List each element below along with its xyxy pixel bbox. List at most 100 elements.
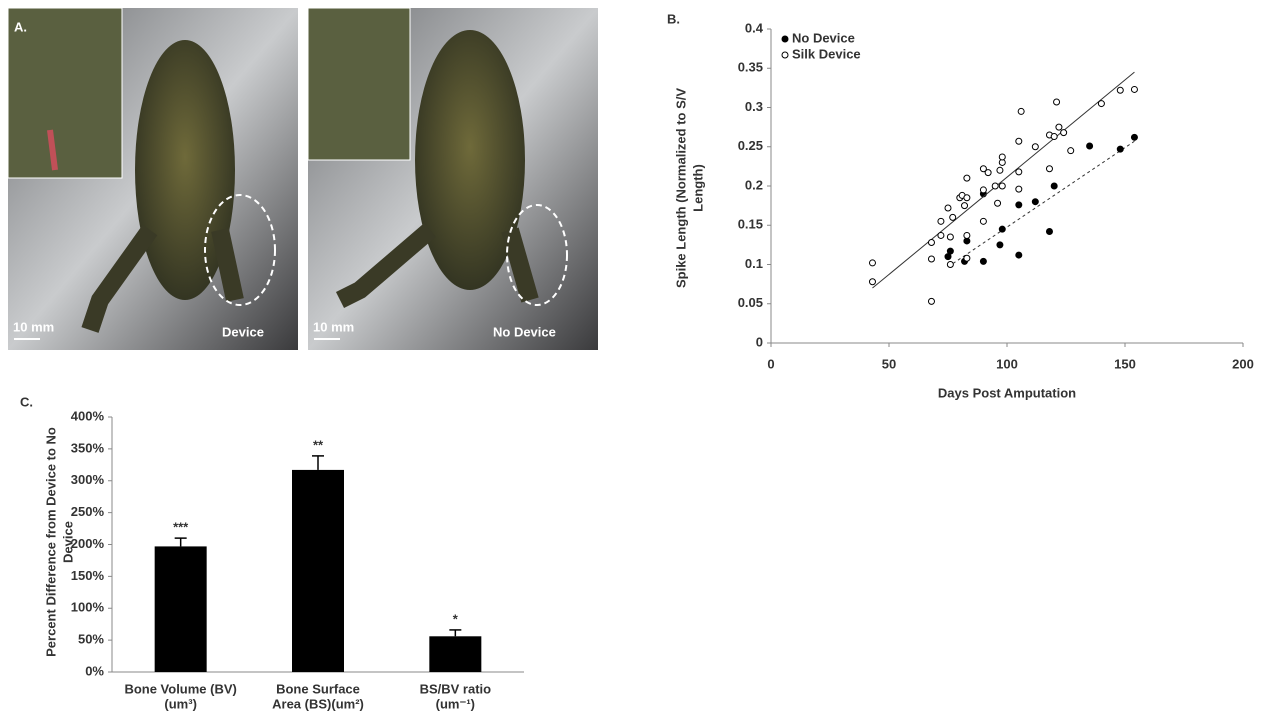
bar [429, 636, 481, 672]
x-tick-label: BS/BV ratio [420, 681, 492, 696]
point [1016, 252, 1022, 258]
point [869, 279, 875, 285]
y-tick-label: 0.35 [738, 60, 763, 75]
point [947, 234, 953, 240]
point [1098, 101, 1104, 107]
point [1016, 169, 1022, 175]
point [964, 255, 970, 261]
x-tick-label: 150 [1114, 356, 1136, 371]
scale-label: 10 mm [313, 319, 354, 334]
point [928, 256, 934, 262]
y-tick-label: 350% [71, 440, 105, 455]
y-tick-label: 300% [71, 472, 105, 487]
significance: *** [173, 520, 189, 535]
y-tick-label: 0.25 [738, 138, 763, 153]
point [945, 205, 951, 211]
point [1046, 229, 1052, 235]
y-tick-label: 0.15 [738, 217, 763, 232]
point [985, 170, 991, 176]
point [1068, 148, 1074, 154]
significance: ** [313, 437, 324, 452]
point [999, 183, 1005, 189]
trendline [872, 72, 1134, 288]
panel-label: C. [20, 394, 33, 409]
point [964, 175, 970, 181]
y-tick-label: 0.1 [745, 256, 763, 271]
bar [155, 546, 207, 672]
point [999, 154, 1005, 160]
point [962, 203, 968, 209]
photo-label: Device [222, 324, 264, 339]
point [997, 242, 1003, 248]
point [964, 232, 970, 238]
point [1016, 138, 1022, 144]
point [928, 240, 934, 246]
x-tick-label: 0 [767, 356, 774, 371]
point [869, 260, 875, 266]
legend-marker [782, 36, 788, 42]
point [1016, 186, 1022, 192]
point [999, 226, 1005, 232]
legend-label: Silk Device [792, 46, 861, 61]
y-axis-title: Percent Difference from Device to No [43, 427, 58, 657]
y-tick-label: 200% [71, 536, 105, 551]
significance: * [453, 611, 459, 626]
bar [292, 470, 344, 672]
point [1117, 87, 1123, 93]
legend-label: No Device [792, 30, 855, 45]
point [1018, 108, 1024, 114]
y-tick-label: 0 [756, 334, 763, 349]
point [1032, 144, 1038, 150]
x-tick-label: Bone Volume (BV) [124, 681, 236, 696]
point [992, 183, 998, 189]
panel-label: B. [667, 11, 680, 26]
y-axis-title: Device [60, 521, 75, 563]
point [938, 232, 944, 238]
x-tick-label: Bone Surface [276, 681, 360, 696]
photo-panel: A. 10 mm Device 10 mm No Device [8, 8, 598, 350]
x-tick-label: 100 [996, 356, 1018, 371]
y-tick-label: 100% [71, 600, 105, 615]
y-axis-title: Length) [690, 164, 705, 212]
point [1056, 124, 1062, 130]
point [1016, 202, 1022, 208]
point [980, 187, 986, 193]
point [1117, 146, 1123, 152]
y-tick-label: 0.3 [745, 99, 763, 114]
point [980, 218, 986, 224]
x-tick-label: Area (BS)(um²) [272, 696, 364, 711]
photo-label: No Device [493, 324, 556, 339]
point [1131, 134, 1137, 140]
y-tick-label: 50% [78, 632, 104, 647]
point [1046, 166, 1052, 172]
point [1061, 130, 1067, 136]
point [964, 195, 970, 201]
figure: A. 10 mm Device 10 mm No Device B. 0 0.05 0… [0, 0, 1274, 713]
legend-marker [782, 52, 788, 58]
panel-label: A. [14, 19, 27, 34]
y-tick-label: 0.05 [738, 295, 763, 310]
point [947, 262, 953, 268]
point [928, 298, 934, 304]
inset [308, 8, 410, 160]
scale-label: 10 mm [13, 319, 54, 334]
point [950, 214, 956, 220]
x-tick-label: 200 [1232, 356, 1254, 371]
y-tick-label: 0% [85, 663, 104, 678]
point [1054, 99, 1060, 105]
point [1131, 86, 1137, 92]
x-axis-title: Days Post Amputation [938, 385, 1076, 400]
point [997, 167, 1003, 173]
y-tick-label: 150% [71, 568, 105, 583]
x-tick-label: 50 [882, 356, 896, 371]
point [1032, 199, 1038, 205]
y-tick-label: 0.2 [745, 177, 763, 192]
point [1051, 183, 1057, 189]
trendline [948, 141, 1134, 267]
y-tick-label: 400% [71, 408, 105, 423]
point [980, 258, 986, 264]
point [1051, 134, 1057, 140]
point [995, 200, 1001, 206]
x-tick-label: (um⁻¹) [436, 696, 475, 711]
point [1087, 143, 1093, 149]
